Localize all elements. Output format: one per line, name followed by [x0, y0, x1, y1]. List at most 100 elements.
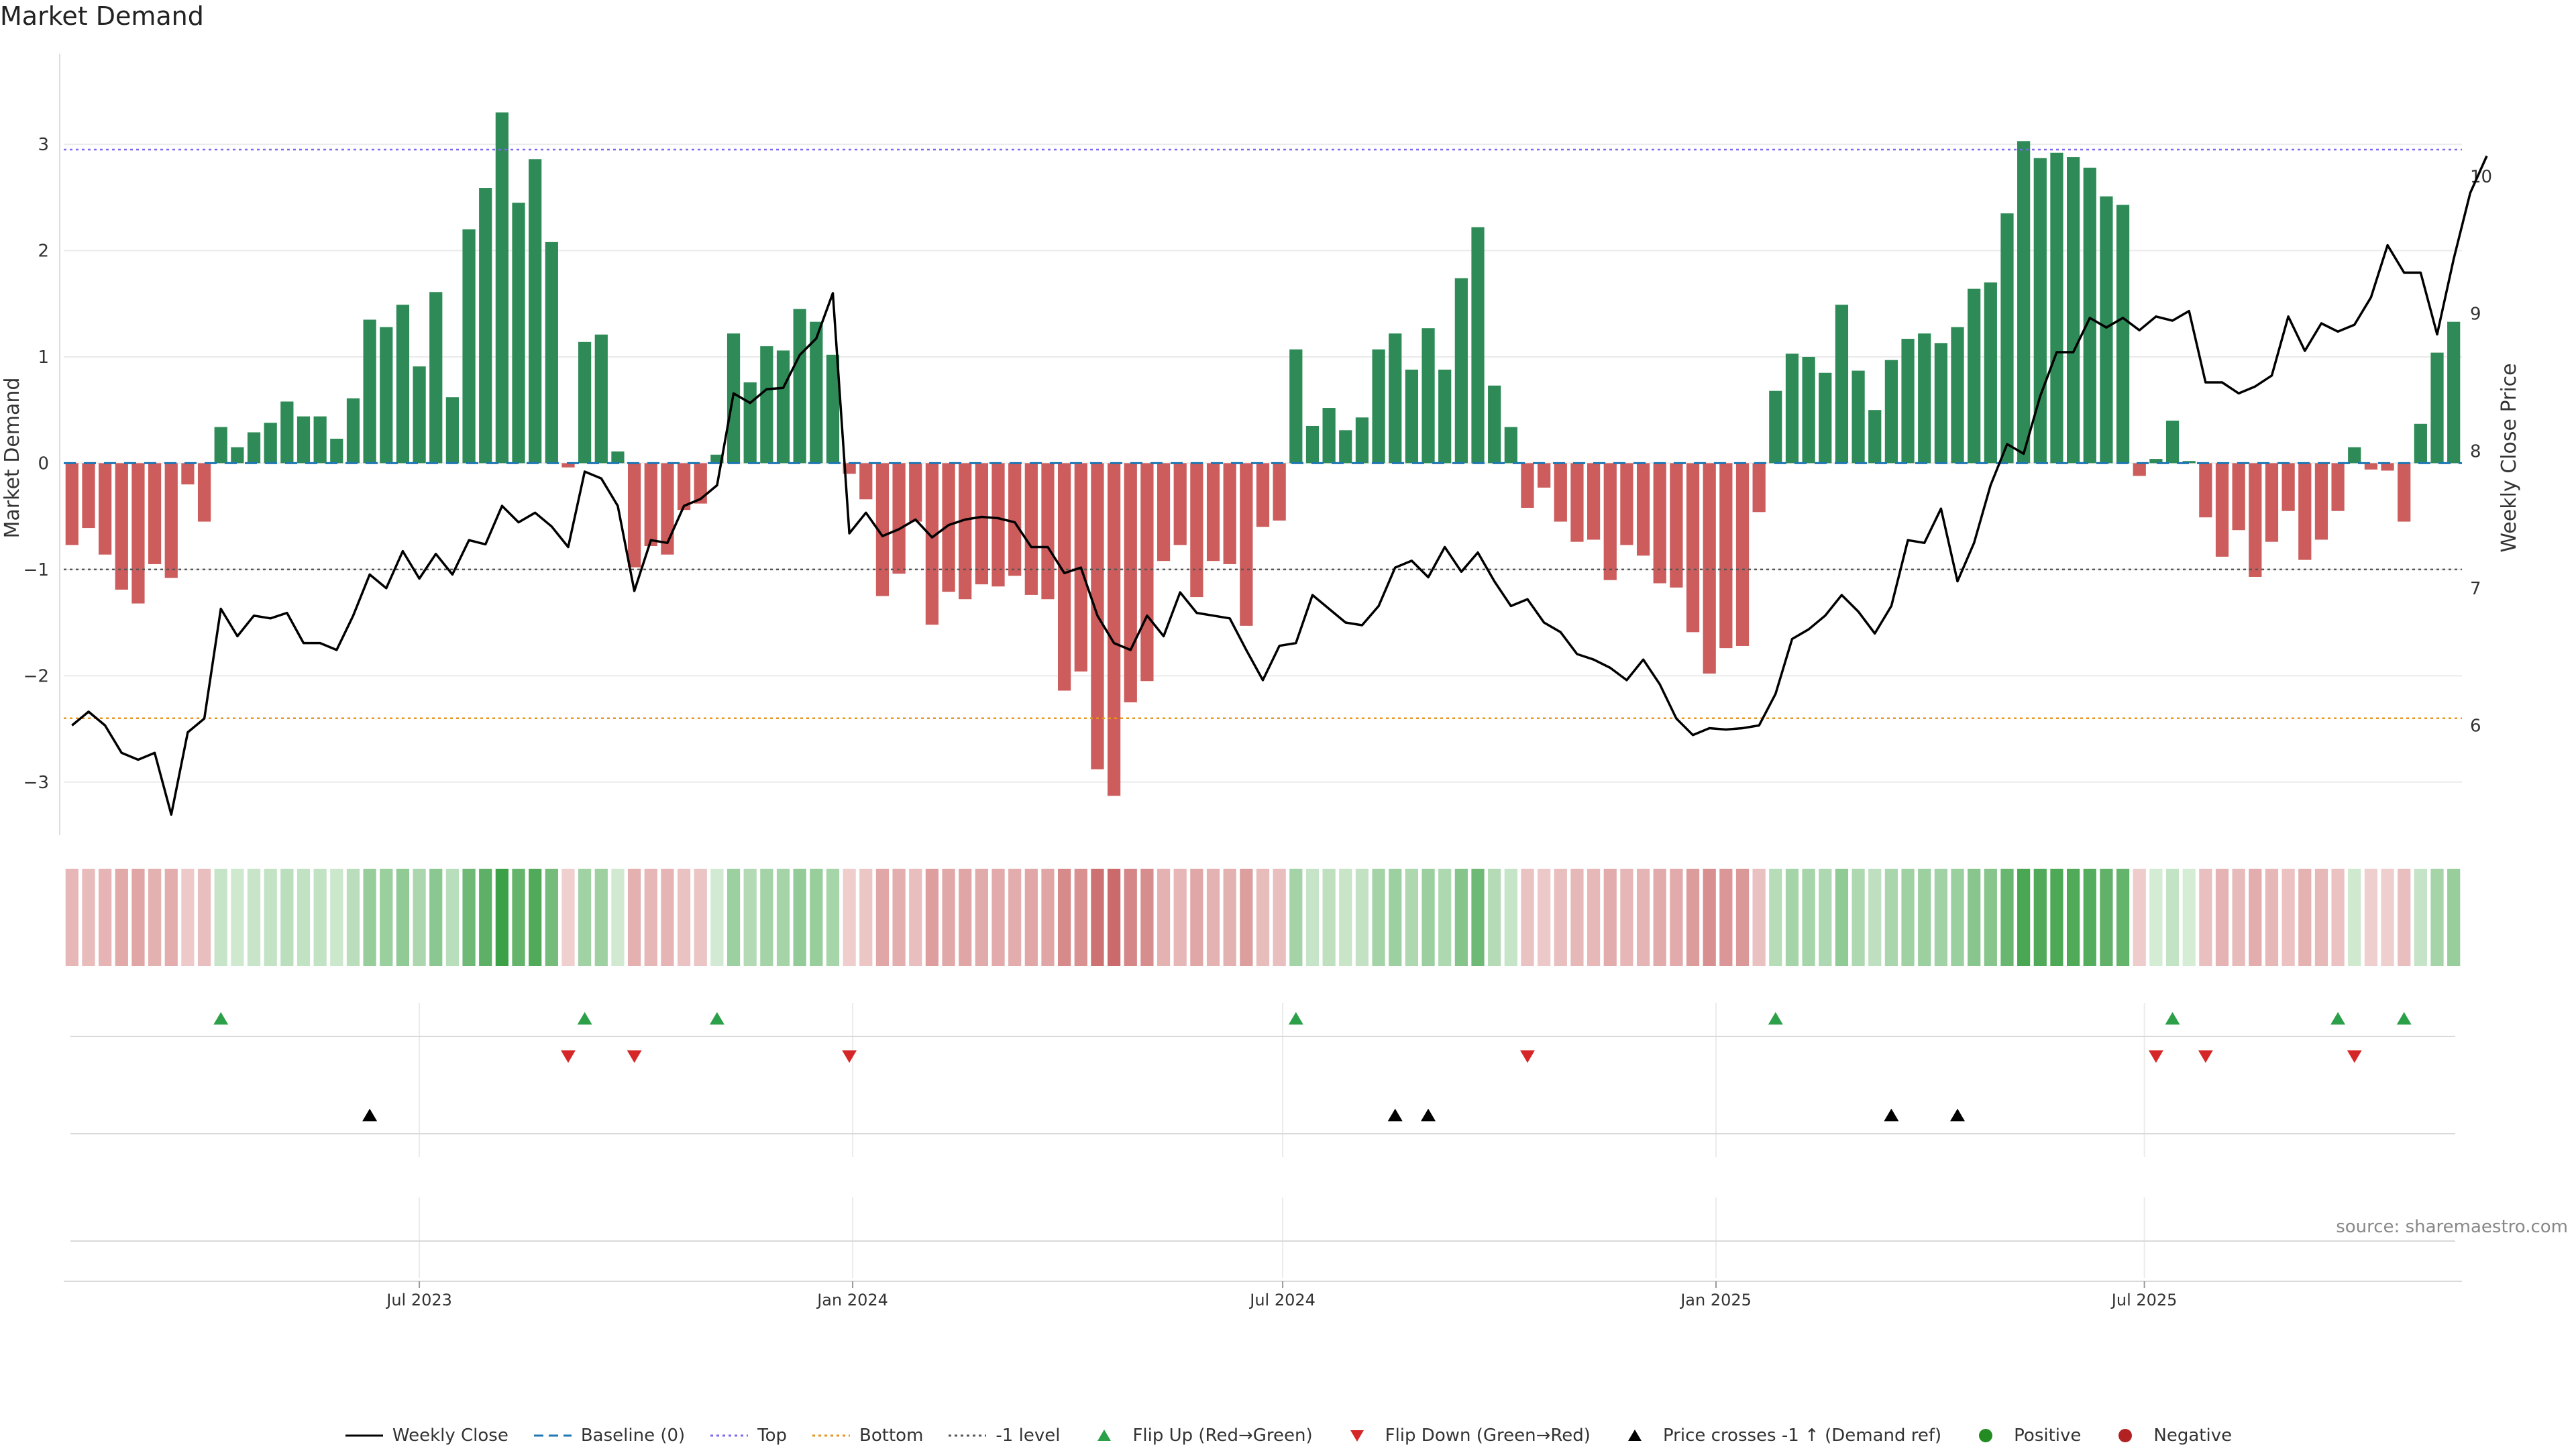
heat-cell — [1636, 869, 1650, 966]
demand-bar — [1538, 463, 1551, 488]
heat-cell — [925, 869, 939, 966]
heat-cell — [875, 869, 890, 966]
heat-cell — [131, 869, 145, 966]
heat-cell — [2282, 869, 2295, 966]
heat-cell — [1686, 869, 1700, 966]
demand-bar — [2100, 196, 2113, 464]
heat-cell — [1107, 869, 1121, 966]
y2-tick-label: 8 — [2470, 441, 2481, 462]
demand-bar — [1190, 463, 1203, 598]
demand-bar — [1785, 354, 1799, 464]
heat-cell — [2149, 869, 2163, 966]
legend-label: -1 level — [996, 1426, 1061, 1446]
heat-cell — [363, 869, 376, 966]
heat-cell — [396, 869, 410, 966]
demand-bar — [1819, 372, 1832, 464]
demand-bar — [413, 366, 426, 464]
heat-cell — [843, 869, 856, 966]
legend-symbol — [710, 1434, 749, 1437]
heat-cell — [1322, 869, 1336, 966]
demand-bar — [148, 463, 162, 564]
demand-bar — [115, 463, 128, 590]
demand-bar — [694, 463, 707, 504]
demand-bar — [1934, 343, 1947, 464]
heat-cell — [1587, 869, 1601, 966]
heat-cell — [512, 869, 525, 966]
heat-cell — [776, 869, 790, 966]
heat-cell — [2165, 869, 2180, 966]
heat-cell — [2116, 869, 2130, 966]
demand-bar — [1570, 463, 1584, 542]
demand-bar — [975, 463, 988, 585]
demand-bar — [2182, 461, 2196, 464]
x-tick-label: Jul 2024 — [1248, 1291, 1316, 1309]
demand-bar — [1471, 227, 1485, 464]
heat-cell — [2298, 869, 2312, 966]
heat-cell — [380, 869, 393, 966]
demand-bar — [743, 382, 757, 464]
demand-bar — [1752, 463, 1766, 513]
heat-cell — [1074, 869, 1087, 966]
heat-cell — [247, 869, 261, 966]
demand-bar — [1322, 408, 1336, 464]
heat-cell — [909, 869, 922, 966]
legend-item: Top — [709, 1426, 787, 1446]
heat-cell — [1719, 869, 1733, 966]
heat-cell — [760, 869, 773, 966]
heat-cell — [2398, 869, 2411, 966]
demand-bar — [2430, 352, 2444, 464]
heat-cell — [2414, 869, 2427, 966]
heat-cell — [2265, 869, 2279, 966]
legend-label: Price crosses -1 ↑ (Demand ref) — [1662, 1426, 1942, 1446]
heat-cell — [1355, 869, 1369, 966]
demand-bar — [2149, 459, 2163, 464]
demand-bar — [313, 416, 327, 464]
heat-cell — [462, 869, 476, 966]
demand-bar — [1421, 328, 1435, 464]
heat-cell — [164, 869, 178, 966]
heat-cell — [826, 869, 840, 966]
price-cross-marker — [1387, 1108, 1403, 1122]
demand-bar — [991, 463, 1005, 587]
demand-bar — [264, 423, 277, 464]
legend-item: -1 level — [947, 1426, 1060, 1446]
heat-cell — [413, 869, 426, 966]
heat-cell — [1951, 869, 1964, 966]
demand-bar — [1273, 463, 1286, 521]
demand-bar — [2314, 463, 2328, 540]
demand-bar — [594, 334, 608, 464]
heat-cell — [1058, 869, 1071, 966]
heat-cell — [1256, 869, 1270, 966]
flip-up-marker — [2165, 1012, 2180, 1025]
demand-bar — [247, 432, 261, 464]
demand-bar — [909, 463, 922, 522]
demand-bar — [2232, 463, 2245, 531]
demand-bar — [1058, 463, 1071, 691]
demand-bar — [231, 447, 244, 464]
flip-down-marker — [560, 1050, 576, 1063]
demand-bar — [1735, 463, 1750, 646]
flip-up-marker — [1768, 1012, 1783, 1025]
demand-bar — [1289, 349, 1303, 464]
demand-bar — [479, 188, 492, 464]
heat-cell — [743, 869, 757, 966]
heat-cell — [710, 869, 724, 966]
demand-bar — [1670, 463, 1683, 588]
demand-bar — [330, 438, 343, 464]
demand-bar — [760, 346, 773, 464]
heat-cell — [330, 869, 343, 966]
demand-bar — [1223, 463, 1236, 564]
demand-bar — [1521, 463, 1534, 508]
flip-down-marker — [2148, 1050, 2163, 1063]
heat-cell — [611, 869, 625, 966]
flip-down-marker — [842, 1050, 857, 1063]
heat-cell — [1884, 869, 1898, 966]
legend-item: Flip Up (Red→Green) — [1084, 1426, 1313, 1446]
legend-label: Flip Up (Red→Green) — [1132, 1426, 1313, 1446]
heat-cell — [1305, 869, 1320, 966]
legend-label: Positive — [2014, 1426, 2082, 1446]
heat-cell — [1091, 869, 1104, 966]
demand-bar — [2298, 463, 2312, 560]
demand-bar — [1851, 370, 1865, 464]
